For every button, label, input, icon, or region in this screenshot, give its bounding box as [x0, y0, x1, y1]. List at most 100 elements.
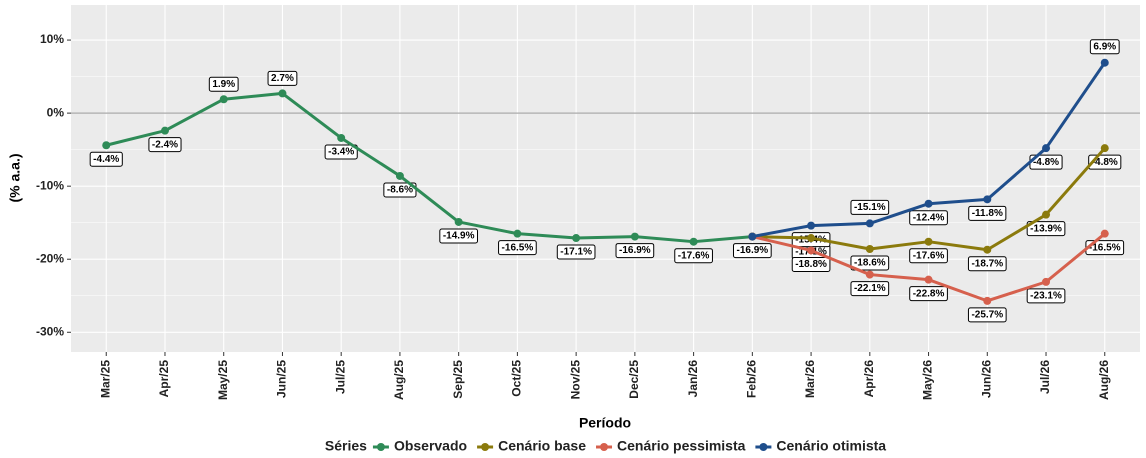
data-label-group: -17.6%	[909, 248, 948, 264]
point	[160, 126, 169, 135]
x-tick-label: Jan/26	[686, 360, 700, 398]
x-tick-label: Jun/26	[979, 360, 993, 398]
data-label-box	[850, 281, 890, 297]
data-label-group: -16.9%	[615, 243, 655, 259]
x-tick-label: Apr/25	[157, 360, 171, 398]
point	[983, 195, 992, 204]
data-label-box	[909, 248, 948, 264]
data-label-group: -22.8%	[909, 286, 948, 302]
data-label-box	[324, 144, 358, 160]
point	[1042, 144, 1051, 153]
data-label: -12.4%	[913, 212, 945, 223]
data-label-box	[498, 240, 537, 256]
data-label: 2.7%	[271, 73, 294, 84]
data-label: -16.9%	[736, 245, 768, 256]
data-label-box	[208, 76, 239, 92]
data-label: -4.8%	[1092, 157, 1118, 168]
data-label-group: -18.8%	[791, 256, 831, 272]
data-label-group: 6.9%	[1089, 39, 1120, 55]
data-label-box	[89, 151, 123, 167]
data-label-box	[556, 244, 596, 260]
point	[748, 232, 757, 241]
data-label-box	[967, 307, 1007, 323]
data-label: -23.1%	[1030, 291, 1062, 302]
data-label-group: -12.4%	[909, 210, 948, 226]
point	[983, 245, 992, 254]
data-label: -14.9%	[443, 231, 475, 242]
point	[983, 296, 992, 305]
x-tick-label: Feb/26	[745, 360, 759, 398]
series-line	[105, 91, 753, 244]
data-label-box	[850, 199, 890, 215]
data-label-group: -15.1%	[850, 199, 890, 215]
data-label-group: -22.1%	[850, 281, 890, 297]
point	[337, 133, 346, 142]
x-tick-label: Aug/26	[1097, 360, 1111, 400]
panel	[71, 5, 1140, 352]
data-label-box	[791, 256, 831, 272]
point	[1042, 277, 1051, 286]
data-label: -18.6%	[854, 258, 886, 269]
y-tick-label: -20%	[36, 251, 64, 265]
data-label: -15.1%	[854, 202, 886, 213]
data-label: -8.6%	[387, 185, 413, 196]
data-label: -17.1%	[560, 247, 592, 258]
point	[1042, 210, 1051, 219]
x-tick-label: Aug/25	[392, 360, 406, 400]
x-tick-label: Mar/26	[803, 360, 817, 398]
legend-key-point	[481, 443, 490, 451]
data-label: -22.1%	[854, 283, 886, 294]
data-label: -25.7%	[971, 310, 1003, 321]
data-label-box	[1026, 221, 1066, 237]
data-label-group: -3.4%	[324, 144, 358, 160]
data-label: -18.7%	[971, 258, 1003, 269]
legend-label: Cenário otimista	[776, 438, 886, 454]
x-tick-label: Mar/25	[98, 360, 112, 398]
data-labels: -4.4% -2.4% 1.9% 2.7% -3.4% -8.6% -14.9% -16.5%…	[89, 39, 1125, 323]
data-label: 6.9%	[1093, 41, 1116, 52]
data-label-box	[148, 137, 182, 153]
data-label: -18.8%	[795, 259, 827, 270]
data-label-group: -16.5%	[498, 240, 537, 256]
data-label-group: 2.7%	[267, 70, 298, 86]
data-label-group: -18.6%	[850, 255, 890, 271]
y-tick-label: 10%	[40, 32, 64, 46]
data-label-box	[968, 205, 1007, 221]
point	[807, 234, 816, 243]
data-label-box	[439, 228, 479, 244]
x-tick-label: Jul/26	[1038, 360, 1052, 394]
x-axis-title: Período	[579, 415, 631, 431]
legend-title: Séries	[325, 438, 367, 454]
x-tick-label: May/25	[216, 360, 230, 400]
point	[513, 229, 522, 238]
legend-key-point	[376, 443, 385, 451]
y-tick-label: -30%	[36, 324, 64, 338]
point	[924, 237, 933, 246]
data-label-box	[267, 70, 298, 86]
data-label: -16.5%	[1089, 242, 1121, 253]
point	[1100, 229, 1109, 238]
point	[865, 219, 874, 228]
data-label-group: -17.1%	[556, 244, 596, 260]
x-tick-label: Nov/25	[568, 360, 582, 400]
legend-key-point	[600, 443, 609, 451]
point	[1100, 58, 1109, 67]
x-tick-label: Jun/25	[275, 360, 289, 398]
data-label-group: -18.7%	[967, 256, 1007, 272]
point	[1100, 144, 1109, 153]
data-label-box	[909, 286, 948, 302]
y-tick-label: 0%	[47, 105, 65, 119]
data-label-group: 1.9%	[208, 76, 239, 92]
point	[278, 89, 287, 98]
data-label: -4.8%	[1033, 157, 1059, 168]
data-label: -4.4%	[93, 154, 119, 165]
data-label: -11.8%	[972, 208, 1003, 219]
x-tick-label: May/26	[921, 360, 935, 400]
y-tick-label: -10%	[36, 178, 64, 192]
x-tick-label: Sep/25	[451, 360, 465, 399]
data-label: -16.5%	[502, 242, 534, 253]
point	[924, 199, 933, 208]
data-label-group: -16.9%	[732, 243, 772, 259]
point	[395, 171, 404, 180]
